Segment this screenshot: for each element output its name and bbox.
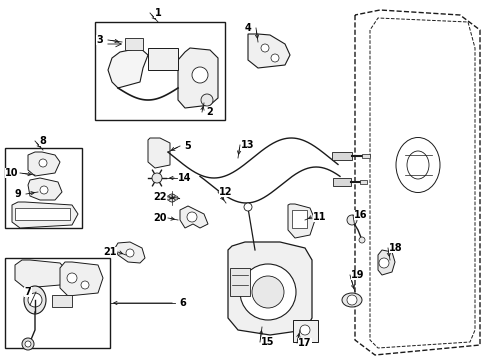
Text: 4: 4 [244, 23, 251, 33]
Circle shape [378, 258, 388, 268]
Polygon shape [180, 206, 207, 228]
Circle shape [152, 173, 162, 183]
Bar [5, 258, 110, 348]
Text: 10: 10 [5, 168, 19, 178]
Circle shape [299, 325, 309, 335]
Circle shape [22, 338, 34, 350]
Text: 5: 5 [184, 141, 191, 151]
Text: 17: 17 [298, 338, 311, 348]
Text: 1: 1 [154, 8, 161, 18]
Polygon shape [287, 204, 314, 238]
Polygon shape [28, 152, 60, 176]
Circle shape [174, 196, 178, 200]
Text: 11: 11 [313, 212, 326, 222]
Circle shape [244, 203, 251, 211]
Circle shape [81, 281, 89, 289]
Ellipse shape [406, 151, 428, 179]
Text: 7: 7 [24, 287, 31, 297]
Text: 14: 14 [178, 173, 191, 183]
Polygon shape [377, 250, 394, 275]
Circle shape [201, 94, 213, 106]
Circle shape [168, 194, 176, 202]
Circle shape [346, 215, 356, 225]
Bar [95, 22, 224, 120]
Circle shape [192, 67, 207, 83]
Circle shape [25, 341, 31, 347]
Circle shape [251, 276, 284, 308]
Bar [331, 152, 351, 160]
Polygon shape [60, 262, 103, 296]
Circle shape [40, 186, 48, 194]
Text: 16: 16 [353, 210, 367, 220]
Polygon shape [148, 138, 170, 168]
Circle shape [261, 44, 268, 52]
Text: 19: 19 [350, 270, 364, 280]
Ellipse shape [395, 138, 439, 193]
Polygon shape [15, 260, 68, 288]
Text: 21: 21 [103, 247, 117, 257]
Bar [292, 320, 317, 342]
Text: 20: 20 [153, 213, 166, 223]
Text: 8: 8 [40, 136, 46, 146]
Circle shape [39, 159, 47, 167]
Circle shape [67, 273, 77, 283]
Circle shape [165, 196, 170, 200]
Polygon shape [247, 34, 289, 68]
Circle shape [186, 212, 197, 222]
Bar [148, 48, 178, 70]
Text: 6: 6 [179, 298, 186, 308]
Circle shape [358, 237, 364, 243]
Text: 15: 15 [261, 337, 274, 347]
Polygon shape [115, 242, 145, 263]
Circle shape [28, 293, 42, 307]
Text: 22: 22 [153, 192, 166, 202]
Text: 2: 2 [206, 107, 213, 117]
Polygon shape [12, 202, 78, 228]
Polygon shape [108, 48, 148, 88]
Bar [229, 268, 249, 296]
Text: 3: 3 [97, 35, 103, 45]
Bar [15, 208, 70, 220]
Polygon shape [178, 48, 218, 108]
Ellipse shape [24, 286, 46, 314]
Bar [359, 180, 366, 184]
Polygon shape [28, 178, 62, 200]
Ellipse shape [341, 293, 361, 307]
Polygon shape [227, 242, 311, 335]
Text: 12: 12 [219, 187, 232, 197]
Circle shape [270, 54, 279, 62]
Text: 13: 13 [241, 140, 254, 150]
Circle shape [126, 249, 134, 257]
Bar [52, 295, 72, 307]
Bar [5, 148, 82, 228]
Text: 9: 9 [15, 189, 21, 199]
Text: 18: 18 [388, 243, 402, 253]
Circle shape [240, 264, 295, 320]
Bar [361, 154, 369, 158]
Circle shape [346, 295, 356, 305]
Bar [125, 38, 142, 50]
Bar [291, 210, 306, 228]
Bar [332, 178, 350, 186]
